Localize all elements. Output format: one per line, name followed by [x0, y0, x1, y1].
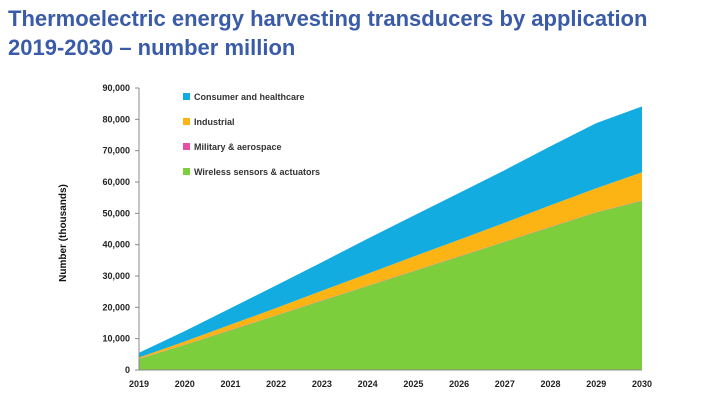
legend-item: Military & aerospace [183, 142, 282, 152]
chart-title-line1: Thermoelectric energy harvesting transdu… [8, 6, 648, 31]
x-tick-label: 2029 [586, 379, 606, 389]
y-tick-label: 70,000 [102, 146, 130, 156]
chart-title-line2: 2019-2030 – number million [8, 35, 296, 60]
area-layers [139, 106, 642, 370]
legend-label: Military & aerospace [194, 142, 282, 152]
legend-label: Consumer and healthcare [194, 92, 305, 102]
legend-swatch [183, 168, 190, 175]
y-tick-label: 0 [125, 365, 130, 375]
area-wireless-sensors-actuators [139, 200, 642, 370]
legend-item: Industrial [183, 117, 235, 127]
legend-swatch [183, 93, 190, 100]
x-tick-label: 2024 [358, 379, 378, 389]
y-tick-label: 30,000 [102, 271, 130, 281]
legend-swatch [183, 143, 190, 150]
area-military-aerospace [139, 200, 642, 359]
legend-label: Wireless sensors & actuators [194, 167, 320, 177]
area-industrial [139, 172, 642, 359]
legend-swatch [183, 118, 190, 125]
x-tick-label: 2022 [266, 379, 286, 389]
x-tick-label: 2023 [312, 379, 332, 389]
y-tick-label: 90,000 [102, 83, 130, 93]
axes [138, 88, 642, 371]
legend-item: Consumer and healthcare [183, 92, 305, 102]
y-tick-label: 40,000 [102, 240, 130, 250]
y-tick-labels: 0 10,000 20,000 30,000 40,000 50,000 60,000 70,… [102, 83, 139, 375]
chart-title: Thermoelectric energy harvesting transdu… [8, 4, 708, 62]
legend-item: Wireless sensors & actuators [183, 167, 320, 177]
y-axis-label: Number (thousands) [58, 184, 69, 282]
x-tick-label: 2020 [175, 379, 195, 389]
x-tick-label: 2019 [129, 379, 149, 389]
area-consumer-and-healthcare [139, 106, 642, 358]
y-tick-label: 50,000 [102, 208, 130, 218]
legend-label: Industrial [194, 117, 235, 127]
x-tick-label: 2021 [220, 379, 240, 389]
x-tick-label: 2026 [449, 379, 469, 389]
x-tick-label: 2025 [403, 379, 423, 389]
x-tick-label: 2030 [632, 379, 652, 389]
legend: Consumer and healthcare Industrial Militar… [183, 92, 320, 177]
y-tick-label: 60,000 [102, 177, 130, 187]
x-tick-label: 2028 [541, 379, 561, 389]
x-tick-labels: 2019 2020 2021 2022 2023 2024 2025 2026 2027 2028… [129, 379, 652, 389]
y-tick-label: 80,000 [102, 114, 130, 124]
y-tick-label: 20,000 [102, 302, 130, 312]
y-tick-label: 10,000 [102, 334, 130, 344]
x-tick-label: 2027 [495, 379, 515, 389]
